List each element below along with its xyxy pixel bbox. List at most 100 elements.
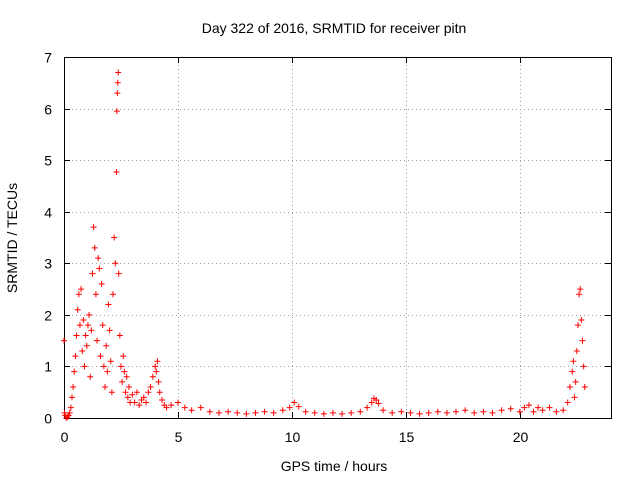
plot-frame — [64, 57, 612, 419]
data-point — [149, 373, 156, 380]
data-point — [234, 409, 241, 416]
data-point — [97, 353, 104, 360]
data-point — [65, 412, 72, 419]
data-point — [569, 368, 576, 375]
data-point — [252, 409, 259, 416]
data-point — [113, 169, 120, 176]
data-point — [147, 384, 154, 391]
data-point — [120, 353, 127, 360]
data-point — [84, 322, 91, 329]
data-point — [153, 368, 160, 375]
data-point — [124, 394, 131, 401]
data-point — [111, 234, 118, 241]
data-point — [122, 389, 129, 396]
data-point — [525, 402, 532, 409]
data-point — [279, 407, 286, 414]
data-point — [68, 394, 75, 401]
data-point — [113, 108, 120, 115]
data-point — [389, 409, 396, 416]
data-point — [243, 410, 250, 417]
data-point — [114, 79, 121, 86]
data-point — [546, 404, 553, 411]
data-point — [553, 408, 560, 415]
data-point — [291, 399, 298, 406]
data-point — [136, 402, 143, 409]
y-axis-label: SRMTID / TECUs — [4, 183, 20, 293]
data-point — [94, 337, 101, 344]
data-point — [61, 337, 67, 344]
data-point — [364, 404, 371, 411]
data-point — [489, 409, 496, 416]
data-point — [98, 280, 105, 287]
data-point — [163, 404, 170, 411]
data-point — [71, 368, 78, 375]
x-tick-label: 15 — [399, 429, 415, 445]
data-point — [215, 409, 222, 416]
data-point — [140, 394, 147, 401]
data-point — [115, 69, 122, 76]
x-tick-label: 20 — [513, 429, 529, 445]
data-point — [70, 384, 77, 391]
data-point — [102, 384, 109, 391]
data-point — [89, 270, 96, 277]
data-point — [66, 409, 73, 416]
data-point — [261, 408, 268, 415]
y-tick-label: 5 — [44, 153, 52, 169]
data-point — [90, 224, 97, 231]
chart-title: Day 322 of 2016, SRMTID for receiver pit… — [202, 20, 467, 36]
data-point — [96, 265, 103, 272]
data-point — [81, 363, 88, 370]
data-point — [566, 384, 573, 391]
data-point — [570, 358, 577, 365]
data-point — [108, 389, 115, 396]
data-point — [121, 368, 128, 375]
data-point — [154, 358, 161, 365]
y-tick-label: 0 — [44, 411, 52, 427]
data-point — [105, 301, 112, 308]
data-point — [100, 363, 107, 370]
data-point — [86, 311, 93, 318]
data-point — [453, 408, 460, 415]
data-point — [225, 408, 232, 415]
data-point — [117, 363, 124, 370]
grid — [64, 57, 611, 418]
y-tick-label: 4 — [44, 205, 52, 221]
data-point — [99, 322, 106, 329]
data-point — [181, 404, 188, 411]
data-point — [112, 260, 119, 267]
data-point — [106, 327, 113, 334]
data-point — [129, 391, 136, 398]
data-point — [535, 404, 542, 411]
data-point — [92, 291, 99, 298]
data-point — [329, 409, 336, 416]
data-point — [286, 404, 293, 411]
y-tick-label: 2 — [44, 308, 52, 324]
y-tick-label: 3 — [44, 256, 52, 272]
data-point — [573, 347, 580, 354]
data-point — [87, 373, 94, 380]
data-point — [73, 332, 80, 339]
data-point — [521, 404, 528, 411]
data-point — [578, 317, 585, 324]
data-point — [116, 332, 123, 339]
data-point — [80, 317, 87, 324]
y-tick-label: 6 — [44, 102, 52, 118]
x-tick-label: 10 — [285, 429, 301, 445]
data-point — [83, 342, 90, 349]
data-point — [434, 408, 441, 415]
data-point — [91, 244, 98, 251]
data-point — [339, 410, 346, 417]
data-point — [72, 353, 79, 360]
data-point — [155, 378, 162, 385]
data-point — [103, 342, 110, 349]
data-point — [425, 409, 432, 416]
data-point — [75, 291, 82, 298]
data-point — [143, 399, 150, 406]
data-point — [564, 399, 571, 406]
data-point — [462, 407, 469, 414]
data-point — [123, 373, 130, 380]
data-point — [115, 270, 122, 277]
data-point — [498, 407, 505, 414]
data-point — [82, 332, 89, 339]
data-point — [373, 396, 380, 403]
